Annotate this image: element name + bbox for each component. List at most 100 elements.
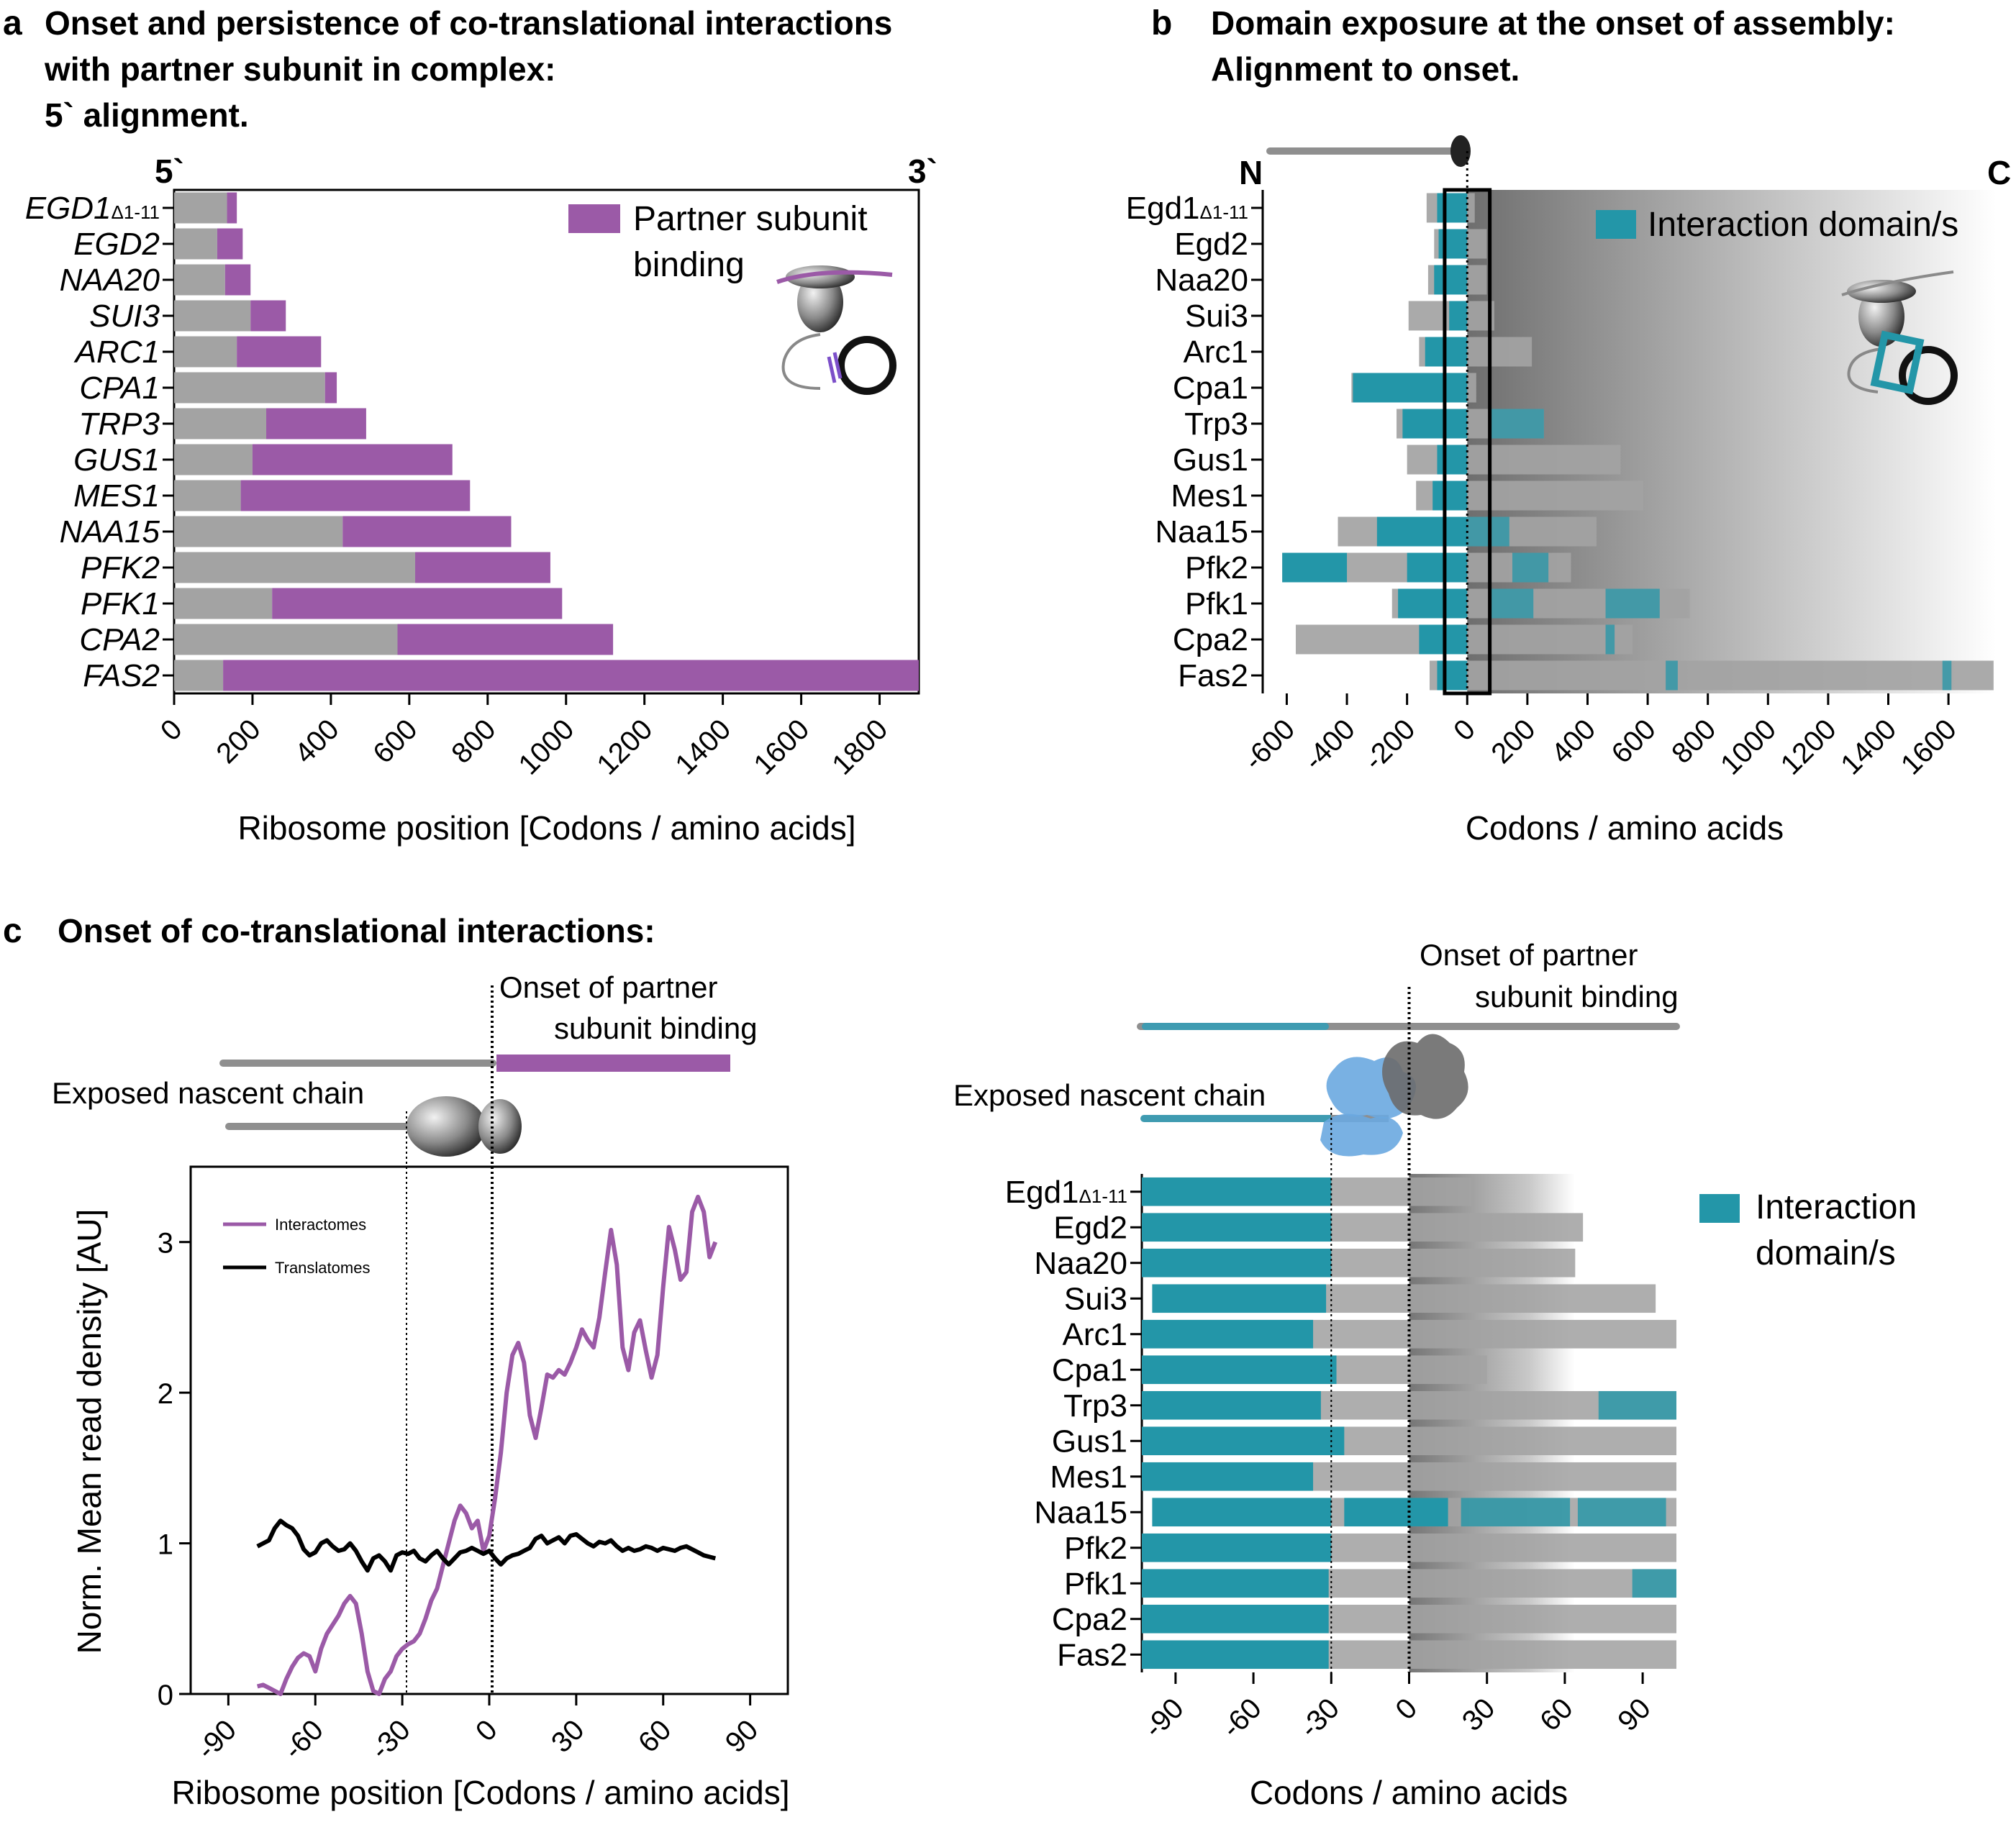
panel-d-gene-label: Fas2 xyxy=(1057,1637,1127,1672)
panel-a-gene-label: ARC1 xyxy=(73,334,160,370)
panel-c-title: Onset of co-translational interactions: xyxy=(58,912,655,949)
panel-b-bar-protein xyxy=(1430,660,1994,691)
panel-a-bar-binding xyxy=(252,444,453,475)
panel-a-bar-binding xyxy=(324,372,337,404)
panel-c-x-tick-label: 90 xyxy=(719,1714,765,1759)
panel-a-x-tick-label: 1400 xyxy=(669,714,737,781)
panel-c-x-tick-label: -60 xyxy=(278,1714,330,1766)
panel-d-legend-swatch xyxy=(1699,1194,1740,1223)
panel-a-bar-binding xyxy=(227,192,237,224)
panel-a-gene-label: TRP3 xyxy=(79,406,160,442)
panel-b-gene-label: Egd2 xyxy=(1174,227,1248,262)
panel-a-gene-label: PFK2 xyxy=(81,550,160,586)
panel-a-bar-binding xyxy=(250,300,286,332)
panel-d-bar-domain xyxy=(1632,1569,1676,1598)
panel-b-bar-domain xyxy=(1449,301,1468,331)
panel-b-gene-label: Naa20 xyxy=(1155,263,1248,298)
panel-d-bar-domain xyxy=(1152,1284,1327,1313)
panel-c-axes: -90 -60 -30 0 30 60 90 0 1 2 3 xyxy=(158,1228,765,1766)
panel-a-legend-line-2: binding xyxy=(633,246,745,284)
panel-d-x-tick-label: 30 xyxy=(1456,1693,1502,1738)
panel-d-x-tick-label: 90 xyxy=(1612,1693,1657,1738)
panel-b-bar-domain xyxy=(1605,588,1660,619)
panel-b-ribosome-icon xyxy=(1266,135,1471,167)
panel-a-3prime-label: 3` xyxy=(908,152,937,190)
panel-a-bar-exposed xyxy=(174,372,325,404)
panel-d-bar-domain xyxy=(1142,1604,1329,1634)
panel-a-bar-exposed xyxy=(174,516,343,547)
panel-a-gene-label: MES1 xyxy=(73,478,160,514)
panel-a-gene-label: CPA2 xyxy=(79,622,160,657)
panel-b-gene-label: Fas2 xyxy=(1178,658,1248,693)
panel-b-x-tick-label: 800 xyxy=(1666,714,1722,770)
panel-b-gene-label: Arc1 xyxy=(1184,334,1248,370)
panel-d-x-tick-label: 0 xyxy=(1389,1693,1423,1726)
panel-b-x-tick-label: 1200 xyxy=(1775,714,1843,781)
panel-d-gene-label: Sui3 xyxy=(1064,1281,1127,1316)
panel-a-bar-binding xyxy=(217,228,243,260)
panel-c-x-tick-label: 0 xyxy=(470,1714,504,1748)
panel-a-bar-binding xyxy=(397,624,614,655)
panel-b-x-axis: -600-400-200 0 200 400 600 800100012001400160… xyxy=(1238,693,1963,781)
panel-a: a Onset and persistence of co-translatio… xyxy=(3,4,937,847)
panel-d-bar-domain xyxy=(1152,1498,1332,1527)
panel-a-gene-label: EGD2 xyxy=(73,227,160,262)
panel-d-legend-line-2: domain/s xyxy=(1756,1234,1896,1272)
panel-b-ribosome-schematic-icon xyxy=(1841,270,1958,405)
panel-a-bar-binding xyxy=(415,552,550,583)
panel-b-letter: b xyxy=(1151,4,1172,42)
panel-d-bar-domain xyxy=(1344,1498,1448,1527)
panel-b-x-tick-label: 0 xyxy=(1448,714,1481,747)
panel-a-gene-label: NAA20 xyxy=(60,263,160,298)
panel-a-gene-label: EGD1Δ1-11 xyxy=(25,191,160,226)
panel-a-bar-exposed xyxy=(174,408,267,439)
panel-d-gene-label: Naa20 xyxy=(1034,1246,1127,1281)
panel-c-y-tick-label: 1 xyxy=(158,1529,173,1561)
panel-d-onset-note-line-1: Onset of partner xyxy=(1420,938,1638,972)
panel-d-bar-domain xyxy=(1142,1213,1332,1242)
panel-d-gene-label: Pfk2 xyxy=(1064,1531,1127,1566)
panel-a-5prime-label: 5` xyxy=(155,152,184,190)
panel-d-gene-label: Egd1Δ1-11 xyxy=(1005,1175,1127,1210)
panel-a-title-line-2: with partner subunit in complex: xyxy=(44,50,555,88)
panel-a-legend-swatch xyxy=(568,204,620,233)
panel-a-bar-exposed xyxy=(174,552,416,583)
panel-c-nascent-chain-schematic-icon xyxy=(219,1055,730,1157)
panel-a-bar-exposed xyxy=(174,336,237,368)
panel-a-bar-exposed xyxy=(174,228,217,260)
panel-a-x-tick-label: 1600 xyxy=(748,714,815,781)
panel-d-legend-line-1: Interaction xyxy=(1756,1188,1917,1226)
panel-d-gene-label: Pfk1 xyxy=(1064,1566,1127,1601)
panel-d-x-tick-label: -30 xyxy=(1294,1693,1345,1744)
panel-b-n-terminus-label: N xyxy=(1239,154,1263,191)
panel-b-x-tick-label: -200 xyxy=(1358,714,1422,777)
panel-b-bar-domain xyxy=(1437,660,1468,691)
panel-a-ribosome-schematic-icon xyxy=(776,265,896,395)
panel-c-letter: c xyxy=(3,912,22,950)
panel-b-c-terminus-label: C xyxy=(1987,154,2011,191)
panel-a-x-tick-label: 200 xyxy=(210,714,266,770)
panel-a-x-tick-label: 1000 xyxy=(512,714,580,781)
panel-c-frame xyxy=(189,1165,789,1695)
panel-d-bar-domain xyxy=(1142,1569,1329,1598)
panel-c-x-tick-label: 30 xyxy=(545,1714,591,1759)
panel-d-x-tick-label: -60 xyxy=(1216,1693,1268,1744)
panel-d-gene-label: Trp3 xyxy=(1063,1388,1127,1424)
panel-d-bar-domain xyxy=(1598,1390,1676,1420)
panel-a-bar-binding xyxy=(240,480,471,511)
panel-a-x-tick-label: 1200 xyxy=(591,714,658,781)
panel-c-y-tick-label: 0 xyxy=(158,1680,173,1711)
panel-a-bar-exposed xyxy=(174,588,273,619)
panel-a-bar-binding xyxy=(223,660,919,691)
panel-b-title-line-1: Domain exposure at the onset of assembly… xyxy=(1211,4,1895,42)
panel-b-bar-domain xyxy=(1407,552,1468,583)
panel-c-x-tick-label: -90 xyxy=(191,1714,242,1766)
panel-c-y-tick-label: 2 xyxy=(158,1378,173,1410)
panel-a-gene-label: FAS2 xyxy=(83,658,160,693)
panel-c-y-tick-label: 3 xyxy=(158,1228,173,1260)
panel-c-x-tick-label: -30 xyxy=(365,1714,417,1766)
panel-a-title-line-1: Onset and persistence of co-translationa… xyxy=(45,4,892,42)
panel-a-bar-exposed xyxy=(174,192,227,224)
panel-d-bar-domain xyxy=(1142,1426,1345,1456)
panel-c-legend-interactomes: Interactomes xyxy=(275,1216,366,1234)
